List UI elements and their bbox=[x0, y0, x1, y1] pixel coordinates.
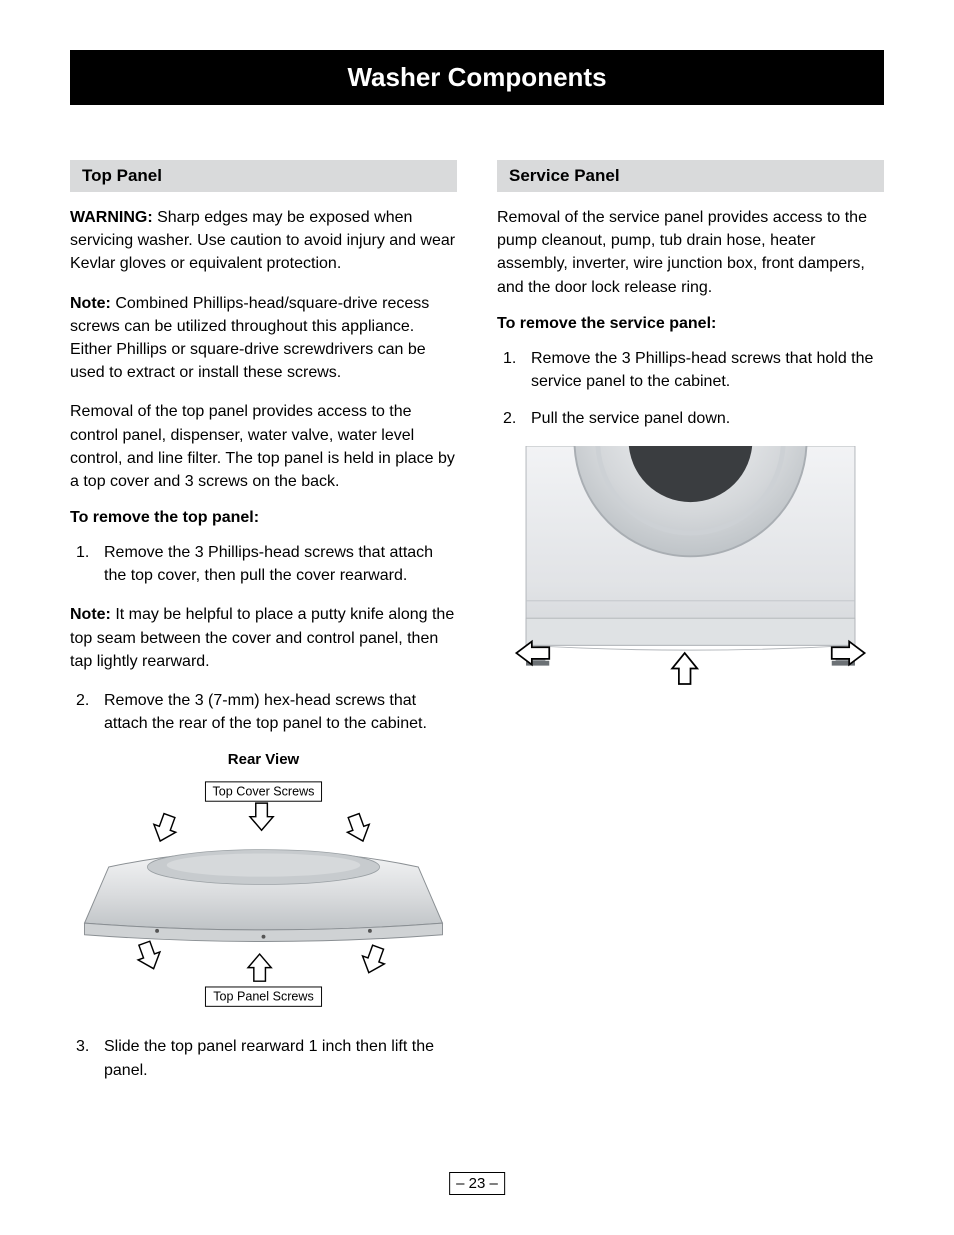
right-step-2: Pull the service panel down. bbox=[497, 407, 884, 430]
left-step-2: Remove the 3 (7-mm) hex-head screws that… bbox=[70, 689, 457, 735]
right-step-1: Remove the 3 Phillips-head screws that h… bbox=[497, 347, 884, 393]
note2-paragraph: Note: It may be helpful to place a putty… bbox=[70, 603, 457, 673]
left-column: Top Panel WARNING: Sharp edges may be ex… bbox=[70, 160, 457, 1098]
note2-text: It may be helpful to place a putty knife… bbox=[70, 606, 454, 669]
left-step-1: Remove the 3 Phillips-head screws that a… bbox=[70, 541, 457, 587]
page-number: – 23 – bbox=[449, 1172, 505, 1195]
warning-paragraph: WARNING: Sharp edges may be exposed when… bbox=[70, 206, 457, 276]
right-para1: Removal of the service panel provides ac… bbox=[497, 206, 884, 299]
figure-service-panel bbox=[497, 446, 884, 707]
figure-rear-view: Rear View Top Cover Screws bbox=[70, 751, 457, 1015]
left-steps-1: Remove the 3 Phillips-head screws that a… bbox=[70, 541, 457, 587]
right-subhead: To remove the service panel: bbox=[497, 315, 884, 333]
left-steps-2: Remove the 3 (7-mm) hex-head screws that… bbox=[70, 689, 457, 735]
right-column: Service Panel Removal of the service pan… bbox=[497, 160, 884, 1098]
left-subhead: To remove the top panel: bbox=[70, 509, 457, 527]
note2-label: Note: bbox=[70, 606, 111, 623]
left-steps-3: Slide the top panel rearward 1 inch then… bbox=[70, 1035, 457, 1081]
page-title-bar: Washer Components bbox=[70, 50, 884, 105]
svg-text:Top Panel Screws: Top Panel Screws bbox=[213, 990, 314, 1004]
section-header-service-panel: Service Panel bbox=[497, 160, 884, 192]
svg-text:Top Cover Screws: Top Cover Screws bbox=[213, 785, 315, 799]
note1-label: Note: bbox=[70, 295, 111, 312]
right-steps: Remove the 3 Phillips-head screws that h… bbox=[497, 347, 884, 431]
warning-label: WARNING: bbox=[70, 209, 153, 226]
left-para1: Removal of the top panel provides access… bbox=[70, 400, 457, 493]
figure-rear-caption: Rear View bbox=[70, 751, 457, 768]
section-header-top-panel: Top Panel bbox=[70, 160, 457, 192]
note1-paragraph: Note: Combined Phillips-head/square-driv… bbox=[70, 292, 457, 385]
note1-text: Combined Phillips-head/square-drive rece… bbox=[70, 295, 429, 382]
service-panel-svg bbox=[497, 446, 884, 707]
left-step-3: Slide the top panel rearward 1 inch then… bbox=[70, 1035, 457, 1081]
rear-view-svg: Top Cover Screws bbox=[70, 778, 457, 1015]
